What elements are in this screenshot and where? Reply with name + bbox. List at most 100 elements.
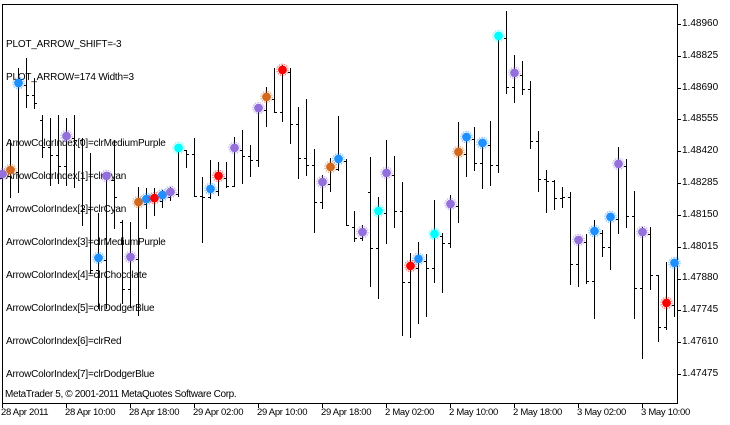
bar-high-low xyxy=(74,115,75,188)
bar-open-tick xyxy=(104,260,106,261)
bar-open-tick xyxy=(120,222,122,223)
bar-high-low xyxy=(674,263,675,317)
bar-high-low xyxy=(250,145,251,177)
bar-high-low xyxy=(346,159,347,226)
ohlc-bar xyxy=(528,81,533,149)
bar-high-low xyxy=(650,227,651,290)
bar-high-low xyxy=(458,122,459,223)
bar-high-low xyxy=(586,234,587,284)
arrow-marker-dot-icon xyxy=(492,29,505,43)
bar-high-low xyxy=(122,220,123,304)
price-tick-mark xyxy=(678,119,681,120)
bar-open-tick xyxy=(216,191,218,192)
arrow-marker-dot-icon xyxy=(588,224,601,238)
price-label: 1.48015 xyxy=(682,241,719,252)
arrow-marker-dot-icon xyxy=(212,169,225,183)
bar-high-low xyxy=(18,68,19,193)
bar-open-tick xyxy=(224,178,226,179)
bar-close-tick xyxy=(243,156,245,157)
arrow-marker-dot-icon xyxy=(476,136,489,150)
bar-open-tick xyxy=(400,211,402,212)
ohlc-bar xyxy=(584,234,589,284)
bar-close-tick xyxy=(371,248,373,249)
ohlc-bar xyxy=(536,131,541,192)
bar-high-low xyxy=(442,233,443,293)
bar-high-low xyxy=(378,197,379,299)
bar-high-low xyxy=(306,99,307,176)
bar-high-low xyxy=(186,150,187,168)
ohlc-bar xyxy=(672,263,677,317)
ohlc-bar xyxy=(184,150,189,168)
copyright-notice: MetaTrader 5, © 2001-2011 MetaQuotes Sof… xyxy=(5,389,237,400)
time-label: 3 May 02:00 xyxy=(577,407,626,418)
time-label: 2 May 02:00 xyxy=(385,407,434,418)
bar-high-low xyxy=(82,138,83,226)
bar-high-low xyxy=(482,143,483,189)
bar-high-low xyxy=(658,275,659,342)
bar-open-tick xyxy=(576,264,578,265)
price-tick-mark xyxy=(678,310,681,311)
ohlc-bar xyxy=(520,61,525,95)
ohlc-bar xyxy=(632,191,637,319)
bar-high-low xyxy=(522,61,523,95)
bar-open-tick xyxy=(288,72,290,73)
bar-high-low xyxy=(666,262,667,330)
bar-open-tick xyxy=(8,176,10,177)
bar-open-tick xyxy=(352,227,354,228)
bar-close-tick xyxy=(299,158,301,159)
ohlc-bar xyxy=(128,222,133,308)
arrow-marker-dot-icon xyxy=(164,185,177,199)
ohlc-bar xyxy=(608,217,613,270)
arrow-marker-dot-icon xyxy=(428,227,441,241)
ohlc-bar xyxy=(88,153,93,274)
arrow-marker-dot-icon xyxy=(572,233,585,247)
ohlc-bar xyxy=(472,127,477,171)
bar-high-low xyxy=(418,242,419,324)
bar-open-tick xyxy=(88,209,90,210)
ohlc-bar xyxy=(624,159,629,228)
time-tick-mark xyxy=(2,403,3,408)
comment-color-index-6: ArrowColorIndex[6]=clrRed xyxy=(6,336,122,347)
bar-open-tick xyxy=(608,247,610,248)
arrow-marker-dot-icon xyxy=(4,163,17,177)
bar-open-tick xyxy=(360,238,362,239)
bar-close-tick xyxy=(635,288,637,289)
time-tick-mark xyxy=(130,403,131,408)
bar-open-tick xyxy=(656,275,658,276)
ohlc-bar xyxy=(504,11,509,94)
bar-open-tick xyxy=(528,89,530,90)
ohlc-bar xyxy=(424,254,429,317)
bar-high-low xyxy=(370,157,371,287)
arrow-marker-dot-icon xyxy=(356,225,369,239)
arrow-marker-dot-icon xyxy=(252,101,265,115)
bar-open-tick xyxy=(136,259,138,260)
bar-open-tick xyxy=(560,198,562,199)
bar-open-tick xyxy=(176,194,178,195)
ohlc-bar xyxy=(296,107,301,179)
bar-high-low xyxy=(578,240,579,287)
comment-color-index-2: ArrowColorIndex[2]=clrCyan xyxy=(6,204,127,215)
bar-open-tick xyxy=(544,179,546,180)
ohlc-bar xyxy=(600,230,605,257)
ohlc-bar xyxy=(416,242,421,324)
bar-close-tick xyxy=(587,281,589,282)
bar-open-tick xyxy=(640,288,642,289)
time-tick-mark xyxy=(450,403,451,408)
bar-close-tick xyxy=(91,270,93,271)
ohlc-bar xyxy=(344,159,349,226)
bar-high-low xyxy=(410,253,411,338)
price-tick-mark xyxy=(678,374,681,375)
time-label: 2 May 18:00 xyxy=(513,407,562,418)
bar-high-low xyxy=(602,230,603,257)
ohlc-bar xyxy=(112,140,117,229)
bar-high-low xyxy=(618,147,619,234)
arrow-marker-dot-icon xyxy=(324,160,337,174)
ohlc-bar xyxy=(544,170,549,213)
bar-open-tick xyxy=(504,38,506,39)
bar-open-tick xyxy=(192,154,194,155)
bar-open-tick xyxy=(264,110,266,111)
bar-high-low xyxy=(322,175,323,209)
bar-high-low xyxy=(562,187,563,208)
